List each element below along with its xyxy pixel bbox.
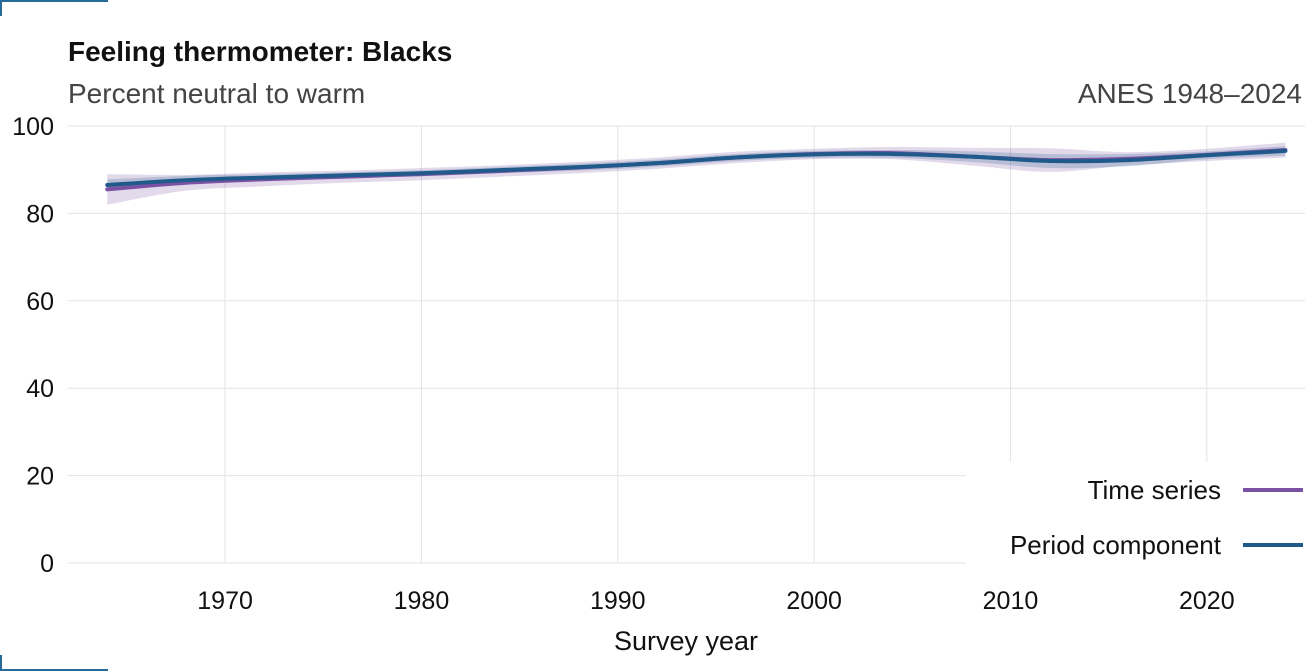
chart-source: ANES 1948–2024 bbox=[1077, 78, 1302, 109]
y-tick-label: 100 bbox=[12, 113, 54, 141]
chart-title: Feeling thermometer: Blacks bbox=[68, 36, 453, 67]
x-tick-label: 1980 bbox=[394, 587, 450, 615]
y-tick-label: 20 bbox=[26, 463, 54, 491]
frame-corner-bottom-left bbox=[0, 655, 108, 671]
legend-label: Period component bbox=[1010, 530, 1222, 560]
x-tick-label: 2010 bbox=[983, 587, 1039, 615]
x-axis-title: Survey year bbox=[614, 626, 758, 656]
y-tick-label: 60 bbox=[26, 288, 54, 316]
legend-label: Time series bbox=[1088, 475, 1221, 505]
legend: Time series Period component bbox=[966, 462, 1305, 574]
x-tick-label: 1970 bbox=[197, 587, 253, 615]
x-tick-label: 2000 bbox=[786, 587, 842, 615]
y-tick-label: 40 bbox=[26, 375, 54, 403]
series-line-period-component bbox=[105, 148, 1288, 187]
y-tick-label: 0 bbox=[40, 550, 54, 578]
frame-corner-top-left bbox=[0, 0, 108, 16]
x-tick-label: 2020 bbox=[1179, 587, 1235, 615]
chart-subtitle: Percent neutral to warm bbox=[68, 78, 366, 109]
confidence-band-time-series bbox=[107, 142, 1286, 205]
legend-background bbox=[966, 462, 1305, 574]
y-tick-label: 80 bbox=[26, 200, 54, 228]
x-tick-label: 1990 bbox=[590, 587, 646, 615]
